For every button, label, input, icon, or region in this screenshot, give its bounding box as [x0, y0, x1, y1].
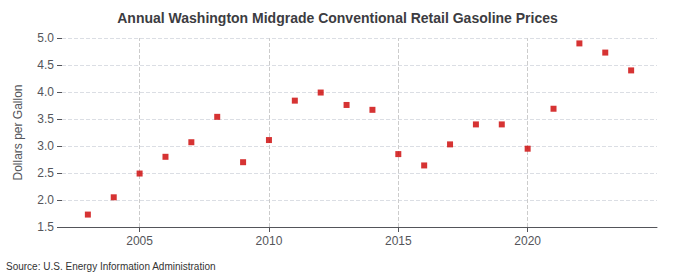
svg-text:1.5: 1.5	[37, 220, 54, 234]
svg-text:2.0: 2.0	[37, 193, 54, 207]
svg-text:2015: 2015	[385, 234, 412, 248]
svg-text:3.0: 3.0	[37, 139, 54, 153]
svg-text:Source: U.S. Energy Informatio: Source: U.S. Energy Information Administ…	[6, 261, 216, 272]
svg-text:Annual Washington Midgrade Con: Annual Washington Midgrade Conventional …	[117, 10, 558, 26]
svg-text:2.5: 2.5	[37, 166, 54, 180]
svg-text:5.0: 5.0	[37, 31, 54, 45]
svg-text:4.0: 4.0	[37, 85, 54, 99]
svg-text:Dollars per Gallon: Dollars per Gallon	[11, 84, 25, 180]
svg-text:2010: 2010	[256, 234, 283, 248]
svg-text:2020: 2020	[514, 234, 541, 248]
svg-text:2005: 2005	[126, 234, 153, 248]
svg-text:3.5: 3.5	[37, 112, 54, 126]
svg-text:4.5: 4.5	[37, 58, 54, 72]
